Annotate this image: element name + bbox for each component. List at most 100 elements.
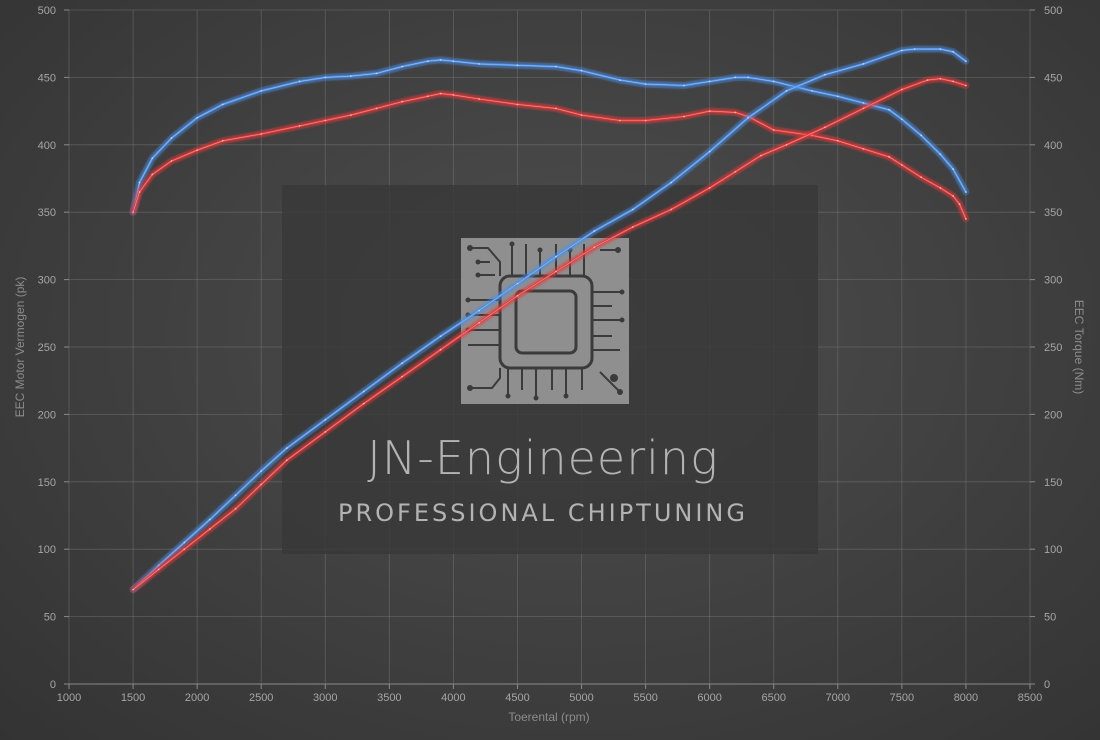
series-point	[452, 94, 455, 96]
series-point	[900, 164, 903, 166]
series-point	[900, 88, 903, 91]
series-point	[772, 129, 775, 131]
series-point	[952, 195, 955, 197]
series-point	[824, 73, 826, 76]
series-point	[324, 431, 327, 433]
series-point	[285, 459, 288, 462]
y-left-tick-label: 350	[38, 207, 56, 219]
series-point	[862, 102, 865, 104]
series-point	[362, 390, 365, 393]
series-point	[939, 153, 942, 156]
series-point	[183, 548, 186, 551]
series-point	[375, 107, 378, 110]
series-point	[593, 246, 596, 249]
y-left-tick-label: 100	[38, 544, 56, 556]
series-point	[683, 84, 685, 87]
x-tick-label: 8500	[1018, 692, 1042, 704]
y-right-tick-label: 50	[1044, 612, 1056, 624]
torque-stock-line	[129, 90, 970, 223]
series-point	[138, 181, 141, 184]
series-point	[439, 335, 442, 338]
series-point	[183, 541, 186, 544]
y-right-tick-label: 100	[1044, 544, 1062, 556]
y-left-tick-label: 250	[38, 342, 56, 354]
series-point	[965, 218, 967, 220]
series-point	[516, 103, 519, 106]
series-point	[836, 95, 839, 98]
series-point	[157, 568, 160, 571]
series-point	[862, 147, 865, 150]
series-point	[170, 160, 173, 162]
series-point	[260, 89, 263, 92]
series-point	[555, 255, 557, 258]
series-point	[439, 92, 442, 95]
series-layer	[129, 45, 970, 594]
series-point	[952, 50, 955, 53]
series-point	[555, 270, 557, 273]
series-point	[439, 348, 442, 351]
series-point	[426, 95, 429, 98]
series-point	[516, 64, 519, 67]
series-point	[324, 418, 327, 421]
series-point	[196, 149, 199, 152]
series-point	[260, 133, 263, 135]
series-point	[785, 143, 788, 146]
series-point	[772, 80, 775, 83]
series-point	[644, 83, 647, 86]
watermark-subtitle: PROFESSIONAL CHIPTUNING	[338, 499, 748, 527]
series-point	[965, 84, 967, 87]
series-point	[862, 107, 865, 110]
series-point	[619, 79, 621, 81]
series-point	[631, 226, 634, 228]
x-tick-label: 8000	[954, 692, 978, 704]
x-tick-label: 5000	[569, 692, 593, 704]
series-point	[580, 114, 583, 117]
series-point	[260, 470, 263, 472]
y-right-tick-label: 300	[1044, 275, 1062, 287]
series-point	[760, 154, 762, 157]
series-point	[555, 65, 557, 68]
series-point	[426, 60, 429, 63]
series-point	[708, 110, 711, 112]
series-point	[285, 447, 288, 449]
y-right-tick-label: 250	[1044, 342, 1062, 354]
x-tick-label: 7000	[826, 692, 850, 704]
y-right-tick-label: 150	[1044, 477, 1062, 489]
series-point	[516, 294, 519, 297]
y-left-tick-label: 200	[38, 409, 56, 421]
series-point	[965, 60, 967, 63]
y-right-tick-label: 350	[1044, 207, 1062, 219]
series-point	[900, 118, 903, 121]
series-point	[349, 75, 352, 77]
power-tuned-line	[129, 45, 970, 594]
x-tick-label: 4500	[505, 692, 529, 704]
series-point	[298, 80, 301, 83]
x-tick-label: 4000	[441, 692, 465, 704]
y-right-tick-label: 200	[1044, 409, 1062, 421]
series-point	[631, 208, 634, 211]
series-point	[619, 119, 621, 122]
series-point	[516, 282, 519, 285]
series-point	[401, 362, 404, 365]
series-point	[349, 114, 352, 117]
series-point	[362, 402, 365, 405]
series-point	[734, 170, 737, 173]
x-tick-label: 1500	[121, 692, 145, 704]
series-point	[375, 72, 378, 75]
x-tick-label: 3500	[377, 692, 401, 704]
series-point	[939, 187, 942, 189]
power-stock-line	[129, 75, 970, 594]
series-point	[683, 115, 685, 118]
series-point	[170, 137, 173, 139]
series-point	[151, 157, 154, 160]
y-axis-right-title: EEC Torque (Nm)	[1072, 300, 1086, 394]
series-point	[939, 77, 942, 80]
series-point	[324, 119, 327, 122]
series-point	[478, 63, 480, 65]
series-point	[555, 107, 557, 110]
series-point	[644, 119, 647, 122]
y-left-tick-label: 450	[38, 72, 56, 84]
series-point	[221, 103, 224, 106]
x-tick-label: 3000	[313, 692, 337, 704]
